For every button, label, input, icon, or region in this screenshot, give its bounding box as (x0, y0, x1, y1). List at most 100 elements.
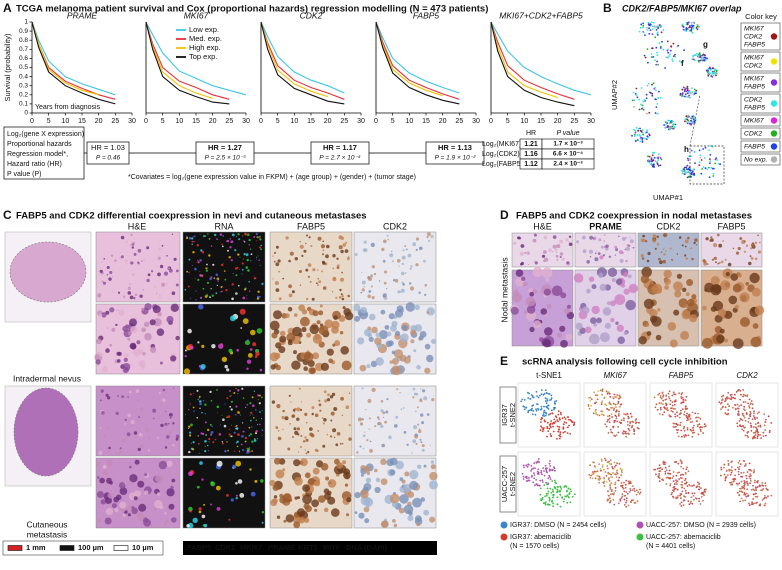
umap-point (696, 23, 699, 26)
tsne-point (595, 408, 597, 411)
umap-point (635, 87, 638, 90)
image-texture (382, 416, 384, 419)
image-texture (332, 277, 337, 282)
image-texture (234, 425, 237, 428)
image-texture (171, 291, 176, 296)
image-texture (575, 322, 583, 330)
image-texture (322, 444, 326, 448)
image-texture (105, 393, 109, 397)
image-texture (652, 234, 657, 239)
image-texture (323, 492, 331, 500)
image-texture (158, 391, 162, 395)
tsne-point (697, 481, 699, 484)
umap-point (692, 93, 695, 96)
image-texture (274, 457, 281, 465)
image-texture (216, 507, 221, 511)
tsne-point (720, 468, 723, 471)
umap-point (672, 127, 675, 130)
scale-legend-frame (2, 540, 164, 556)
image-texture (188, 428, 190, 429)
tsne-point (601, 413, 603, 416)
tsne-point (746, 394, 749, 396)
tsne-point (744, 464, 747, 467)
tsne-point (698, 483, 700, 486)
image-texture (129, 465, 132, 469)
image-texture (196, 261, 198, 263)
tsne-point (748, 502, 750, 505)
image-texture (204, 295, 208, 298)
image-texture (236, 348, 240, 352)
image-texture (348, 424, 351, 427)
image-texture (718, 243, 723, 248)
tsne-point (601, 460, 603, 462)
image-texture (233, 450, 236, 452)
image-texture (368, 417, 371, 420)
tsne-point (753, 469, 756, 471)
image-texture (271, 400, 276, 404)
image-texture (327, 393, 330, 397)
image-texture (561, 257, 565, 261)
tsne-point (727, 391, 730, 394)
tsne-point (610, 463, 613, 465)
image-texture (196, 389, 199, 392)
image-texture (225, 289, 228, 292)
image-texture (254, 355, 258, 359)
tsne-point (673, 393, 675, 396)
image-texture (227, 249, 229, 252)
tsne-point (537, 473, 540, 475)
rna-legend-label: KRT5 (298, 543, 318, 552)
tsne-point (622, 430, 625, 433)
umap-point (690, 155, 692, 158)
tsne-point (532, 481, 535, 484)
image-texture (132, 241, 135, 245)
tsne-point (630, 499, 633, 502)
tsne-point (743, 487, 746, 490)
image-texture (410, 339, 415, 344)
umap-point (691, 172, 694, 174)
tsne-point (679, 424, 681, 426)
tsne-frame (649, 382, 713, 448)
tsne-point (569, 433, 572, 435)
tsne-point (680, 429, 683, 432)
tsne-point (678, 392, 680, 395)
micrograph (95, 303, 181, 375)
tsne-point (625, 497, 628, 500)
tsne-point (734, 468, 737, 471)
umap-point (642, 31, 645, 34)
tsne-point (603, 476, 605, 479)
umap-point (657, 25, 659, 27)
tsne-point (587, 405, 590, 407)
umap-point (657, 64, 659, 66)
image-texture (515, 269, 524, 277)
image-texture (129, 474, 138, 483)
tsne-point (551, 412, 554, 415)
umap-point (664, 67, 666, 69)
tsne-point (613, 461, 616, 464)
image-texture (232, 272, 234, 275)
rna-legend-label: CDK2 (215, 543, 235, 552)
tsne-point (530, 409, 533, 412)
x-tick-label: 10 (61, 118, 69, 125)
umap-point (651, 47, 653, 50)
tsne-point (593, 465, 596, 467)
umap-point (686, 168, 689, 171)
image-texture (236, 440, 239, 443)
umap-point (700, 172, 703, 175)
image-texture (528, 288, 533, 293)
image-texture (689, 314, 698, 323)
tsne-point (696, 416, 698, 419)
tsne-point (620, 470, 623, 472)
tsne-point (635, 418, 638, 420)
image-texture (255, 419, 257, 421)
image-texture (424, 284, 428, 287)
image-texture (752, 323, 759, 329)
tsne-point (543, 392, 546, 395)
image-texture (518, 236, 521, 240)
tsne-point (669, 484, 672, 487)
image-texture (317, 278, 319, 280)
image-texture (118, 451, 122, 455)
tsne-point (755, 492, 757, 495)
image-texture (106, 426, 110, 430)
legend-label: IGR37: DMSO (N = 2454 cells) (510, 522, 606, 529)
tsne-point (756, 430, 759, 433)
